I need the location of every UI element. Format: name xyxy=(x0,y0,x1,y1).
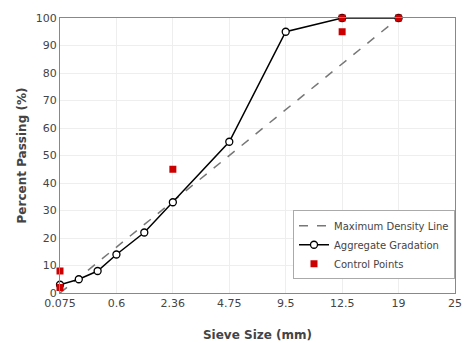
svg-text:20: 20 xyxy=(43,232,57,245)
svg-text:90: 90 xyxy=(43,39,57,52)
svg-text:19: 19 xyxy=(392,297,406,310)
svg-text:80: 80 xyxy=(43,67,57,80)
svg-text:100: 100 xyxy=(36,12,57,25)
svg-text:Control Points: Control Points xyxy=(334,259,403,270)
svg-text:Sieve Size (mm): Sieve Size (mm) xyxy=(203,328,312,342)
svg-text:10: 10 xyxy=(43,259,57,272)
svg-text:Maximum Density Line: Maximum Density Line xyxy=(334,221,449,232)
svg-text:12.5: 12.5 xyxy=(330,297,355,310)
svg-text:0: 0 xyxy=(50,287,57,300)
svg-text:40: 40 xyxy=(43,177,57,190)
svg-text:70: 70 xyxy=(43,94,57,107)
svg-text:Aggregate Gradation: Aggregate Gradation xyxy=(334,240,439,251)
svg-text:30: 30 xyxy=(43,204,57,217)
svg-text:25: 25 xyxy=(448,297,462,310)
svg-text:0.6: 0.6 xyxy=(108,297,126,310)
svg-text:60: 60 xyxy=(43,122,57,135)
svg-text:2.36: 2.36 xyxy=(161,297,186,310)
svg-text:4.75: 4.75 xyxy=(217,297,242,310)
svg-text:9.5: 9.5 xyxy=(277,297,295,310)
svg-text:Percent Passing (%): Percent Passing (%) xyxy=(15,88,29,224)
svg-text:0.075: 0.075 xyxy=(44,297,76,310)
svg-text:50: 50 xyxy=(43,149,57,162)
